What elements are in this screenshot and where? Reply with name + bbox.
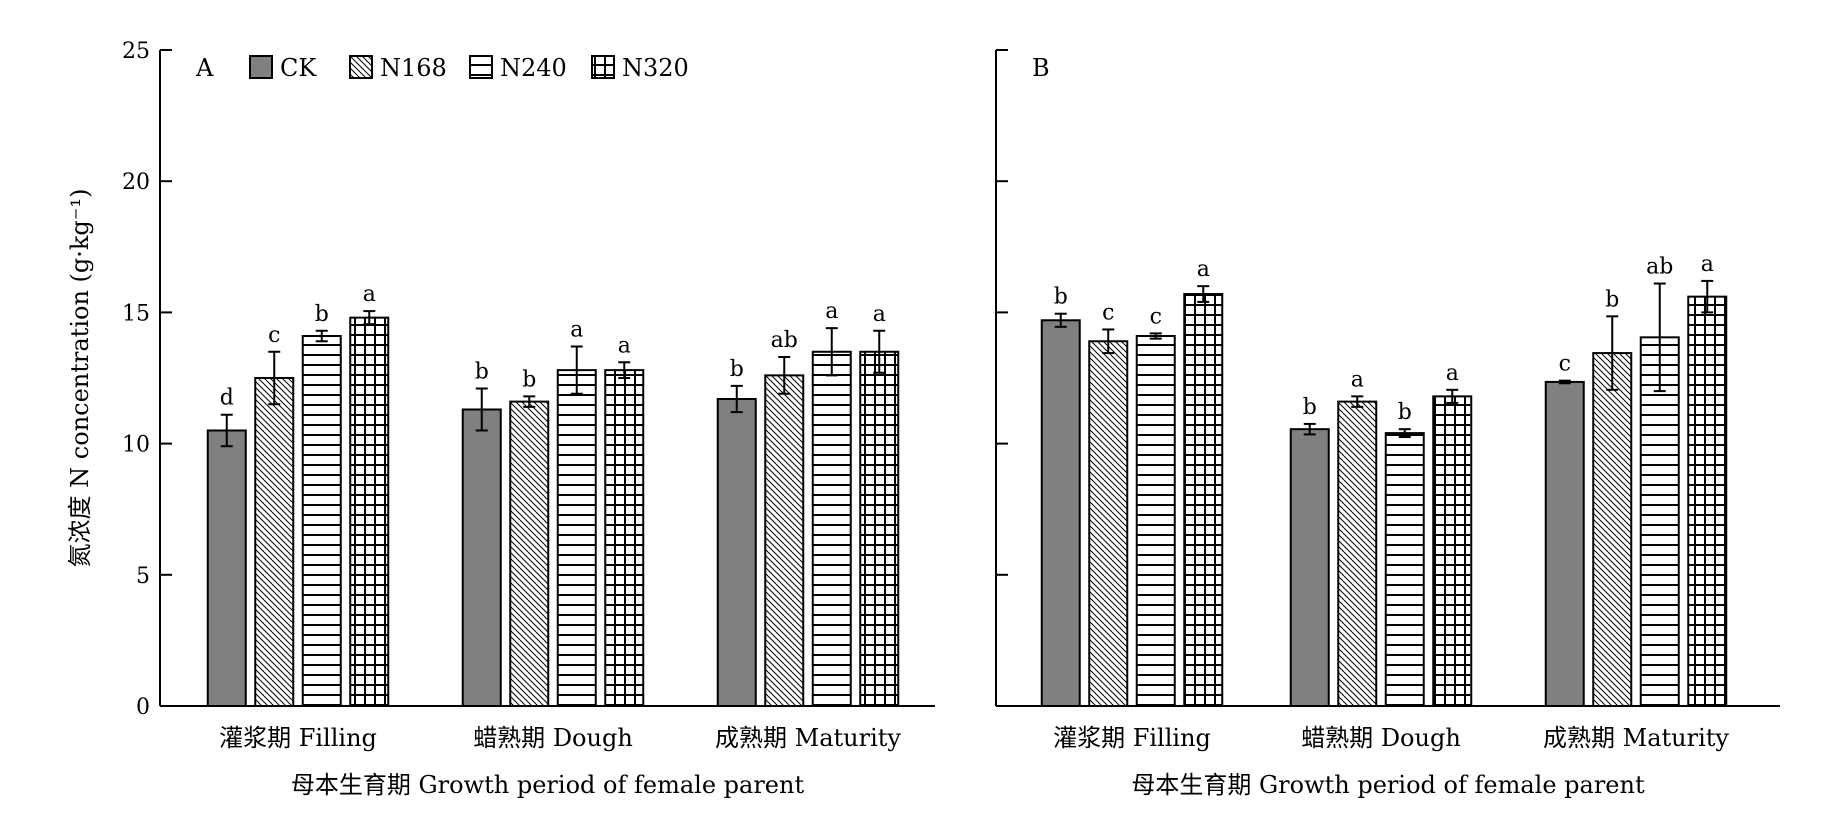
- significance-letter: a: [1351, 367, 1364, 392]
- legend-label-CK: CK: [280, 54, 317, 82]
- bar-B-CK-1: [1289, 428, 1330, 707]
- significance-letter: a: [825, 299, 838, 324]
- significance-letter: c: [268, 323, 280, 348]
- category-label: 灌浆期 Filling: [1053, 724, 1211, 752]
- significance-letter: a: [618, 333, 631, 358]
- legend-label-N240: N240: [500, 54, 567, 82]
- significance-letter: c: [1150, 304, 1162, 329]
- significance-letter: b: [1605, 287, 1619, 312]
- x-axis-title-A: 母本生育期 Growth period of female parent: [291, 771, 805, 799]
- bar-A-N320-2: [859, 350, 900, 707]
- y-tick-label: 0: [136, 695, 150, 720]
- bar-A-N168-2: [764, 374, 805, 707]
- bar-B-N320-1: [1432, 395, 1473, 707]
- significance-letter: a: [1446, 361, 1459, 386]
- y-axis-title: 氮浓度 N concentration (g·kg⁻¹): [66, 189, 94, 568]
- bar-A-N240-1: [556, 369, 597, 707]
- significance-letter: a: [1701, 252, 1714, 277]
- significance-letter: c: [1559, 352, 1571, 377]
- y-tick-label: 15: [122, 301, 150, 326]
- y-tick-label: 5: [136, 564, 150, 589]
- legend-label-N320: N320: [622, 54, 689, 82]
- bar-B-N240-0: [1135, 335, 1176, 707]
- y-tick-label: 10: [122, 433, 150, 458]
- significance-letter: a: [873, 302, 886, 327]
- bar-B-N320-2: [1687, 295, 1728, 707]
- bar-A-N240-0: [301, 335, 342, 707]
- legend-swatch-N240: [469, 55, 493, 79]
- significance-letter: ab: [771, 328, 798, 353]
- legend-label-N168: N168: [380, 54, 447, 82]
- bar-A-CK-2: [716, 397, 757, 707]
- bar-B-CK-2: [1544, 380, 1585, 707]
- significance-letter: b: [315, 302, 329, 327]
- bar-B-N168-2: [1592, 352, 1633, 707]
- significance-letter: b: [1398, 400, 1412, 425]
- category-label: 成熟期 Maturity: [715, 724, 901, 752]
- category-label: 蜡熟期 Dough: [473, 724, 633, 752]
- bar-A-N320-0: [349, 316, 390, 707]
- y-tick-label: 20: [122, 170, 150, 195]
- significance-letter: d: [220, 386, 234, 411]
- bar-A-N240-2: [811, 350, 852, 707]
- bar-A-CK-1: [461, 408, 502, 707]
- bar-B-N168-1: [1337, 400, 1378, 707]
- category-label: 蜡熟期 Dough: [1301, 724, 1461, 752]
- legend-swatch-CK: [249, 55, 273, 79]
- significance-letter: c: [1102, 300, 1114, 325]
- category-label: 灌浆期 Filling: [219, 724, 377, 752]
- legend-swatch-N320: [591, 55, 615, 79]
- bar-B-CK-0: [1040, 319, 1081, 707]
- significance-letter: b: [522, 367, 536, 392]
- bar-B-N168-0: [1088, 340, 1129, 707]
- x-axis-title-B: 母本生育期 Growth period of female parent: [1131, 771, 1645, 799]
- y-tick-label: 25: [122, 39, 150, 64]
- panel-label-B: B: [1032, 54, 1050, 82]
- bar-A-CK-0: [206, 429, 247, 707]
- bar-A-N168-1: [509, 400, 550, 707]
- significance-letter: a: [363, 282, 376, 307]
- category-label: 成熟期 Maturity: [1543, 724, 1729, 752]
- significance-letter: b: [1054, 285, 1068, 310]
- bar-B-N240-2: [1639, 336, 1680, 707]
- significance-letter: b: [730, 357, 744, 382]
- panel-label-A: A: [195, 54, 214, 82]
- bar-B-N320-0: [1183, 293, 1224, 707]
- significance-letter: b: [475, 359, 489, 384]
- significance-letter: b: [1303, 395, 1317, 420]
- bar-B-N240-1: [1384, 432, 1425, 707]
- significance-letter: ab: [1646, 255, 1673, 280]
- bar-A-N168-0: [254, 377, 295, 707]
- significance-letter: a: [570, 318, 583, 343]
- legend-swatch-N168: [349, 55, 373, 79]
- bar-A-N320-1: [604, 369, 645, 707]
- significance-letter: a: [1197, 257, 1210, 282]
